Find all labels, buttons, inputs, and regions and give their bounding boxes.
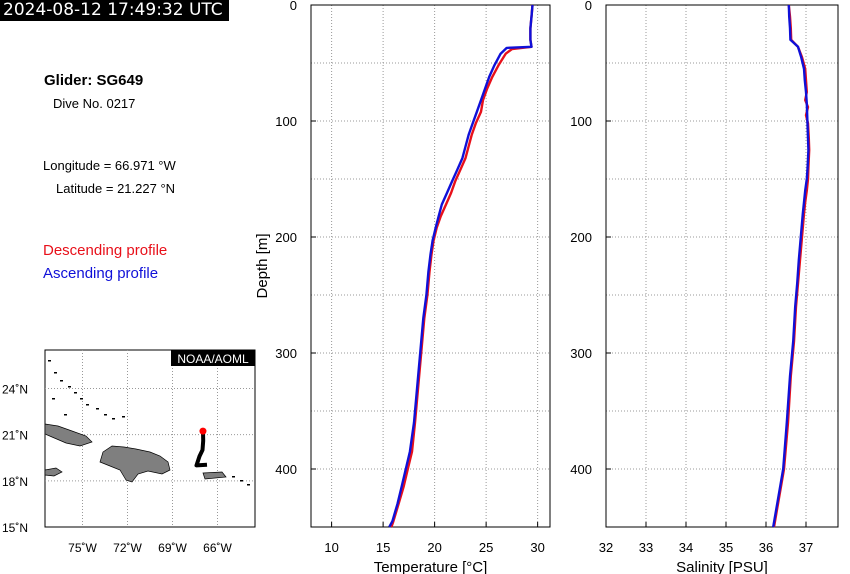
latitude-readout: Latitude = 21.227 °N bbox=[56, 181, 176, 196]
temperature-plot-frame bbox=[310, 4, 551, 528]
map-island bbox=[232, 476, 235, 478]
salinity-plot-frame bbox=[605, 4, 839, 528]
x-tick-label: 30 bbox=[530, 540, 544, 555]
map-lat-label: 18˚N bbox=[2, 475, 28, 489]
salinity-x-axis-label: Salinity [PSU] bbox=[676, 559, 768, 574]
map-lon-label: 66˚W bbox=[203, 541, 232, 555]
x-tick-label: 33 bbox=[639, 540, 653, 555]
temperature-ascending-line bbox=[388, 4, 534, 528]
map-island bbox=[48, 360, 51, 362]
x-tick-label: 15 bbox=[376, 540, 390, 555]
map-island bbox=[52, 398, 55, 400]
map-island bbox=[247, 484, 250, 486]
y-tick-label: 0 bbox=[290, 0, 297, 13]
temperature-x-axis-label: Temperature [°C] bbox=[374, 559, 488, 574]
map-credit-label: NOAA/AOML bbox=[177, 352, 249, 366]
dive-number: Dive No. 0217 bbox=[53, 96, 136, 111]
x-tick-label: 32 bbox=[599, 540, 613, 555]
legend-ascending: Ascending profile bbox=[43, 265, 159, 282]
map-lat-label: 24˚N bbox=[2, 382, 28, 396]
timestamp: 2024-08-12 17:49:32 UTC bbox=[0, 0, 229, 21]
y-tick-label: 100 bbox=[570, 114, 592, 129]
map-island bbox=[60, 380, 63, 382]
land-jamaica bbox=[44, 467, 63, 477]
x-tick-label: 36 bbox=[759, 540, 773, 555]
map-island bbox=[96, 408, 99, 410]
temperature-panel: 0 100 200 300 400 10 15 20 25 30 Temperature [°C] D… bbox=[254, 0, 551, 574]
salinity-panel: 0 100 200 300 400 32 33 34 35 36 37 Salinity [PSU] bbox=[570, 0, 839, 574]
legend-descending: Descending profile bbox=[43, 242, 168, 259]
x-tick-label: 10 bbox=[324, 540, 338, 555]
land-hispaniola bbox=[99, 445, 171, 483]
map-island bbox=[54, 372, 57, 374]
temperature-descending-line bbox=[390, 4, 534, 528]
x-tick-label: 34 bbox=[679, 540, 693, 555]
y-tick-label: 300 bbox=[275, 346, 297, 361]
longitude-readout: Longitude = 66.971 °W bbox=[43, 158, 176, 173]
land-cuba bbox=[44, 423, 93, 447]
glider-position-marker bbox=[199, 427, 207, 435]
map-lat-label: 21˚N bbox=[2, 429, 28, 443]
y-tick-label: 200 bbox=[275, 230, 297, 245]
map-lon-label: 69˚W bbox=[158, 541, 187, 555]
map-lon-label: 72˚W bbox=[113, 541, 142, 555]
y-tick-label: 400 bbox=[570, 462, 592, 477]
depth-axis-label: Depth [m] bbox=[254, 233, 271, 298]
map-lon-label: 75˚W bbox=[68, 541, 97, 555]
land-puerto-rico bbox=[202, 471, 227, 480]
y-tick-label: 400 bbox=[275, 462, 297, 477]
y-tick-label: 200 bbox=[570, 230, 592, 245]
y-tick-label: 0 bbox=[585, 0, 592, 13]
map-credit: NOAA/AOML bbox=[171, 350, 255, 366]
map-island bbox=[74, 392, 77, 394]
map-island bbox=[112, 418, 115, 420]
x-tick-label: 20 bbox=[427, 540, 441, 555]
y-tick-label: 300 bbox=[570, 346, 592, 361]
map-island bbox=[86, 404, 89, 406]
map-island bbox=[240, 480, 243, 482]
glider-name: Glider: SG649 bbox=[44, 72, 144, 89]
x-tick-label: 35 bbox=[719, 540, 733, 555]
salinity-ascending-line bbox=[772, 4, 810, 528]
map-island bbox=[104, 414, 107, 416]
map-island bbox=[64, 414, 67, 416]
y-tick-label: 100 bbox=[275, 114, 297, 129]
map-island bbox=[68, 386, 71, 388]
map-island bbox=[80, 398, 83, 400]
glider-track bbox=[194, 431, 208, 468]
map-island bbox=[122, 416, 125, 418]
inset-map: NOAA/AOML 24˚N 21˚N 18˚N 15˚N 75˚W 72˚W 69˚W 66˚… bbox=[2, 349, 256, 555]
x-tick-label: 37 bbox=[799, 540, 813, 555]
map-lat-label: 15˚N bbox=[2, 521, 28, 535]
x-tick-label: 25 bbox=[479, 540, 493, 555]
